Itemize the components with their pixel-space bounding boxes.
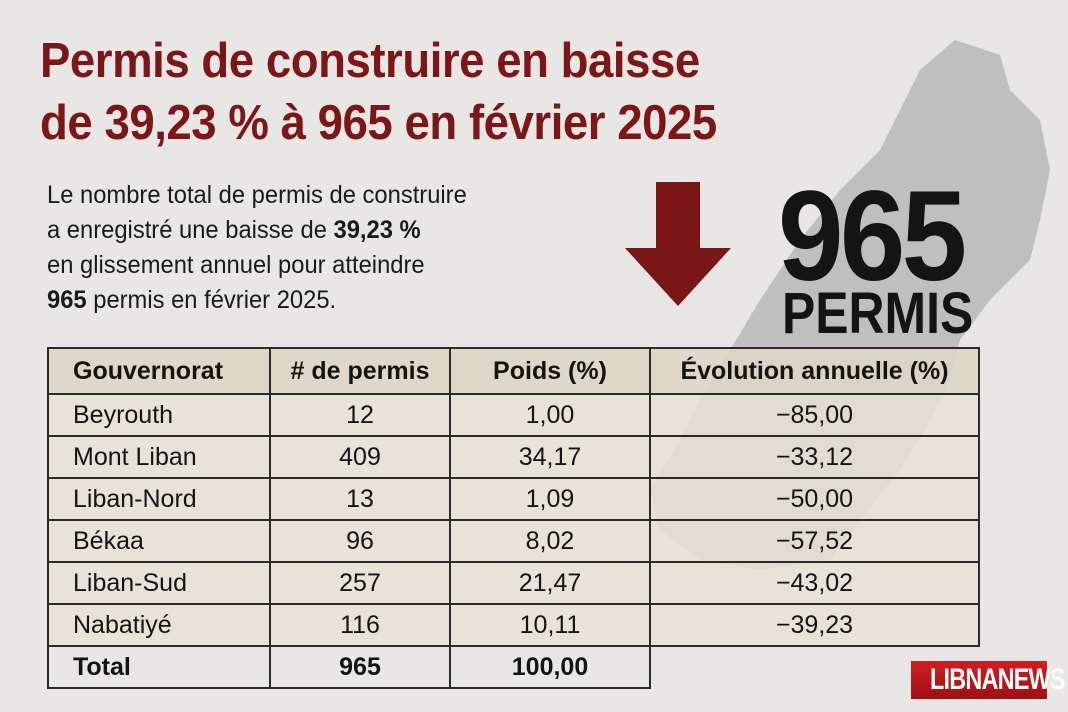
table-row: Liban-Nord 13 1,09 −50,00: [47, 477, 980, 521]
header-poids: Poids (%): [449, 347, 651, 395]
cell-evolution: −39,23: [649, 603, 980, 647]
total-permis: 965: [269, 645, 451, 689]
permits-table: Gouvernorat # de permis Poids (%) Évolut…: [47, 347, 980, 689]
cell-evolution: −43,02: [649, 561, 980, 605]
cell-permis: 12: [269, 393, 451, 437]
cell-gouvernorat: Mont Liban: [47, 435, 271, 479]
libnanews-logo: LIBNANEWS: [911, 661, 1065, 699]
intro-line: Le nombre total de permis de construire: [47, 181, 467, 209]
table-row: Nabatiyé 116 10,11 −39,23: [47, 603, 980, 647]
headline-line-1: Permis de construire en baisse: [40, 34, 700, 88]
cell-permis: 257: [269, 561, 451, 605]
intro-line: 965 permis en février 2025.: [47, 283, 467, 318]
table-total-row: Total 965 100,00: [47, 645, 979, 689]
header-permis: # de permis: [269, 347, 451, 395]
cell-evolution: −33,12: [649, 435, 980, 479]
cell-poids: 10,11: [449, 603, 651, 647]
table-header: Gouvernorat # de permis Poids (%) Évolut…: [47, 347, 980, 395]
table-row: Békaa 96 8,02 −57,52: [47, 519, 980, 563]
cell-gouvernorat: Beyrouth: [47, 393, 271, 437]
logo-text: LIBNANEWS: [929, 663, 1065, 696]
intro-count: 965: [47, 286, 87, 314]
table-row: Mont Liban 409 34,17 −33,12: [47, 435, 980, 479]
cell-permis: 409: [269, 435, 451, 479]
cell-gouvernorat: Liban-Nord: [47, 477, 271, 521]
cell-gouvernorat: Békaa: [47, 519, 271, 563]
cell-poids: 21,47: [449, 561, 651, 605]
intro-line: a enregistré une baisse de 39,23 %: [47, 213, 467, 248]
cell-gouvernorat: Liban-Sud: [47, 561, 271, 605]
table-row: Liban-Sud 257 21,47 −43,02: [47, 561, 980, 605]
intro-line: en glissement annuel pour atteindre: [47, 251, 425, 279]
intro-text: Le nombre total de permis de construire …: [47, 178, 467, 318]
arrow-down-icon: [625, 182, 731, 306]
highlight-label: PERMIS: [782, 281, 974, 346]
cell-evolution: −57,52: [649, 519, 980, 563]
header-evolution: Évolution annuelle (%): [649, 347, 980, 395]
cell-poids: 1,00: [449, 393, 651, 437]
headline: Permis de construire en baisse de 39,23 …: [40, 30, 717, 154]
cell-poids: 8,02: [449, 519, 651, 563]
cell-permis: 96: [269, 519, 451, 563]
cell-evolution: −50,00: [649, 477, 980, 521]
cell-evolution: −85,00: [649, 393, 980, 437]
cell-gouvernorat: Nabatiyé: [47, 603, 271, 647]
intro-text-part: a enregistré une baisse de: [47, 216, 334, 244]
headline-line-2: de 39,23 % à 965 en février 2025: [40, 96, 717, 150]
intro-text-part: permis en février 2025.: [86, 286, 337, 314]
total-label: Total: [47, 645, 271, 689]
cell-permis: 116: [269, 603, 451, 647]
header-gouvernorat: Gouvernorat: [47, 347, 271, 395]
cell-poids: 34,17: [449, 435, 651, 479]
intro-percent: 39,23 %: [333, 216, 421, 244]
highlight-value: 965: [778, 165, 967, 308]
table-row: Beyrouth 12 1,00 −85,00: [47, 393, 980, 437]
cell-permis: 13: [269, 477, 451, 521]
total-poids: 100,00: [449, 645, 651, 689]
cell-poids: 1,09: [449, 477, 651, 521]
